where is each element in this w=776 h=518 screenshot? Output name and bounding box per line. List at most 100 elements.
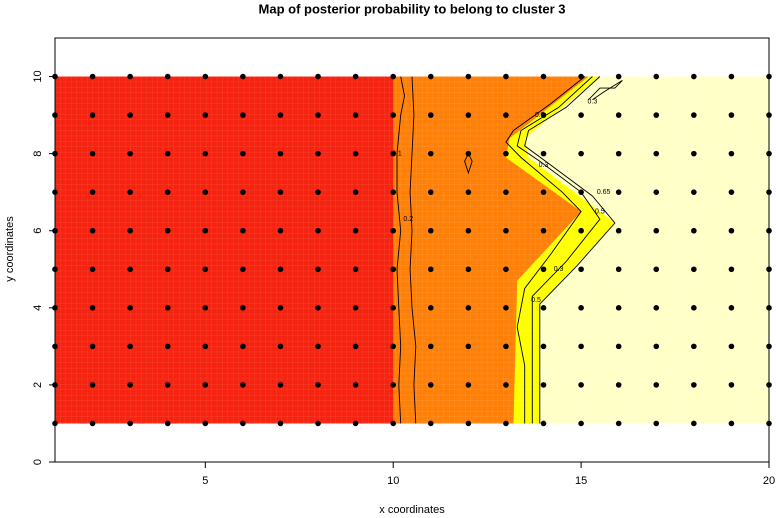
sample-point [390,227,397,234]
sample-point [465,343,472,350]
sample-point [653,343,660,350]
sample-point [465,266,472,273]
sample-point [352,112,359,118]
sample-point [503,227,509,234]
sample-point [315,305,321,311]
sample-point [89,305,96,311]
sample-point [89,382,96,388]
sample-point [202,305,209,311]
sample-point [127,73,133,80]
sample-point [164,112,171,118]
sample-point [653,189,660,195]
sample-point [615,73,622,80]
sample-point [164,420,171,427]
sample-point [503,150,509,157]
sample-point [315,227,321,234]
sample-point [164,305,171,311]
sample-point [427,227,434,234]
sample-point [352,189,359,195]
y-axis-label: y coordinates [4,216,16,282]
sample-point [89,227,96,234]
sample-point [465,382,472,388]
y-axis: 0 2 4 6 8 10 [32,70,56,465]
sample-point [315,343,321,350]
contour-line-0.1 [396,76,405,424]
sample-point [315,189,321,195]
x-tick-label: 10 [387,475,399,487]
sample-point [127,112,133,118]
sample-point [315,266,321,273]
sample-point [390,150,397,157]
sample-point [89,189,96,195]
sample-point [164,189,171,195]
sample-point [390,266,397,273]
sample-point [578,382,584,388]
y-tick-label: 2 [32,382,44,388]
sample-point [503,266,509,273]
contour-line-0.2 [409,76,417,424]
sample-point [728,266,735,273]
sample-point [277,73,284,80]
sample-point [202,150,209,157]
sample-point [653,305,660,311]
sample-point [578,227,584,234]
sample-point [427,343,434,350]
sample-point [503,343,509,350]
sample-point [615,420,622,427]
sample-point [691,227,697,234]
contour-label: 0.5 [531,297,541,304]
sample-point [390,420,397,427]
contour-label: 0.5 [595,208,605,215]
sample-point [277,266,284,273]
chart-title: Map of posterior probability to belong t… [259,1,566,16]
sample-point [615,305,622,311]
sample-point [315,382,321,388]
sample-point [390,73,397,80]
sample-point [240,382,246,388]
sample-point [615,150,622,157]
contour-label: 0.65 [597,189,611,196]
region-red [55,76,394,424]
sample-point [503,382,509,388]
sample-point [352,73,359,80]
sample-point [653,227,660,234]
sample-point [89,73,96,80]
sample-point [352,343,359,350]
sample-point [127,420,133,427]
sample-point [578,150,584,157]
sample-point [427,305,434,311]
sample-point [465,227,472,234]
sample-point [465,150,472,157]
sample-point [653,150,660,157]
x-tick-label: 5 [202,475,208,487]
sample-point [540,420,547,427]
sample-point [578,420,584,427]
sample-point [578,112,584,118]
sample-point [277,189,284,195]
sample-point [653,73,660,80]
sample-point [503,420,509,427]
sample-point [691,420,697,427]
sample-point [728,112,735,118]
sample-point [728,305,735,311]
sample-point [240,150,246,157]
sample-point [277,150,284,157]
sample-point [202,343,209,350]
sample-point [164,227,171,234]
sample-point [427,112,434,118]
x-axis-label: x coordinates [379,504,445,516]
sample-point [127,189,133,195]
sample-point [127,343,133,350]
sample-point [465,420,472,427]
sample-point [352,150,359,157]
sample-point [352,420,359,427]
sample-point [390,112,397,118]
y-tick-label: 6 [32,228,44,234]
sample-point [540,343,547,350]
sample-point [653,112,660,118]
sample-point [277,112,284,118]
sample-point [277,343,284,350]
sample-point [691,189,697,195]
sample-point [202,189,209,195]
sample-point [202,420,209,427]
